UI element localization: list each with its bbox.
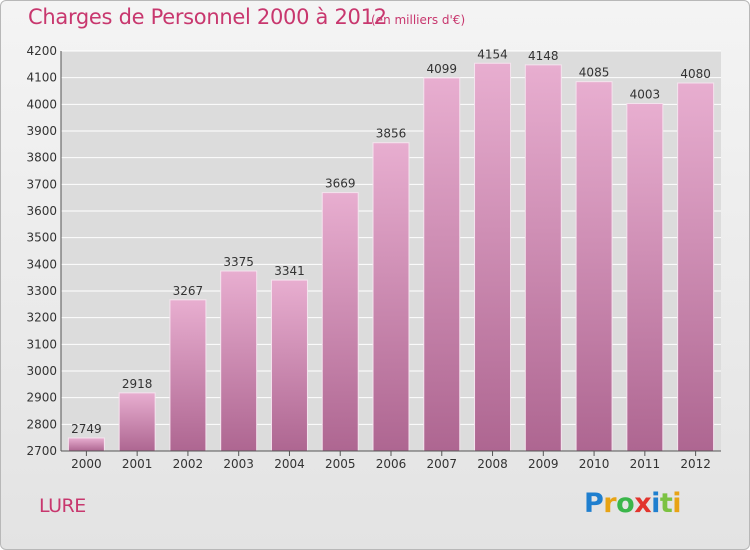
data-label: 4003 <box>630 88 661 102</box>
proxiti-logo[interactable]: Proxiti <box>584 488 682 519</box>
unit-label: (en milliers d'€) <box>371 13 466 27</box>
x-tick-label: 2005 <box>325 457 356 471</box>
logo-letter: i <box>672 488 682 519</box>
logo-letter: P <box>584 488 604 519</box>
y-tick-label: 3900 <box>26 124 57 138</box>
bar <box>677 82 715 452</box>
bar <box>220 270 258 452</box>
x-tick-label: 2001 <box>122 457 153 471</box>
logo-letter: x <box>634 488 652 519</box>
data-label: 3375 <box>223 255 254 269</box>
bar <box>321 192 359 452</box>
data-label: 3267 <box>173 284 204 298</box>
y-tick-label: 2800 <box>26 417 57 431</box>
y-tick-label: 4200 <box>26 44 57 58</box>
x-tick-label: 2012 <box>680 457 711 471</box>
data-label: 4148 <box>528 49 559 63</box>
bar <box>118 392 156 452</box>
data-label: 4099 <box>426 62 457 76</box>
data-label: 3856 <box>376 127 407 141</box>
x-tick-label: 2009 <box>528 457 559 471</box>
y-tick-label: 4100 <box>26 71 57 85</box>
logo-letter: t <box>659 488 673 519</box>
data-label: 2918 <box>122 377 153 391</box>
data-label: 4080 <box>680 67 711 81</box>
y-tick-label: 3000 <box>26 364 57 378</box>
chart-title: Charges de Personnel 2000 à 2012 <box>28 5 387 29</box>
y-tick-label: 4000 <box>26 97 57 111</box>
data-label: 3669 <box>325 177 356 191</box>
logo-letter: r <box>603 488 617 519</box>
bar <box>474 62 512 452</box>
bar <box>270 279 308 452</box>
y-tick-label: 3300 <box>26 284 57 298</box>
place-name: LURE <box>39 495 86 517</box>
data-label: 4154 <box>477 47 508 61</box>
y-tick-label: 3200 <box>26 311 57 325</box>
x-tick-label: 2000 <box>71 457 102 471</box>
x-tick-label: 2002 <box>173 457 204 471</box>
x-tick-label: 2003 <box>223 457 254 471</box>
y-tick-label: 3500 <box>26 231 57 245</box>
bar <box>423 77 461 452</box>
bar <box>575 81 613 452</box>
bar <box>67 437 105 452</box>
x-tick-label: 2006 <box>376 457 407 471</box>
x-tick-label: 2011 <box>630 457 661 471</box>
logo-letter: o <box>616 488 635 519</box>
y-tick-label: 3700 <box>26 177 57 191</box>
data-label: 3341 <box>274 264 305 278</box>
logo-letter: i <box>651 488 660 519</box>
data-label: 4085 <box>579 66 610 80</box>
y-tick-label: 2900 <box>26 391 57 405</box>
x-tick-label: 2004 <box>274 457 305 471</box>
y-tick-label: 3100 <box>26 337 57 351</box>
y-tick-label: 3400 <box>26 257 57 271</box>
bar <box>626 103 664 452</box>
x-tick-label: 2007 <box>426 457 457 471</box>
x-tick-label: 2008 <box>477 457 508 471</box>
y-tick-label: 2700 <box>26 444 57 458</box>
x-tick-label: 2010 <box>579 457 610 471</box>
y-tick-label: 3600 <box>26 204 57 218</box>
data-label: 2749 <box>71 422 102 436</box>
bar <box>372 142 410 452</box>
bar <box>169 299 207 452</box>
y-tick-label: 3800 <box>26 151 57 165</box>
bar <box>524 64 562 452</box>
